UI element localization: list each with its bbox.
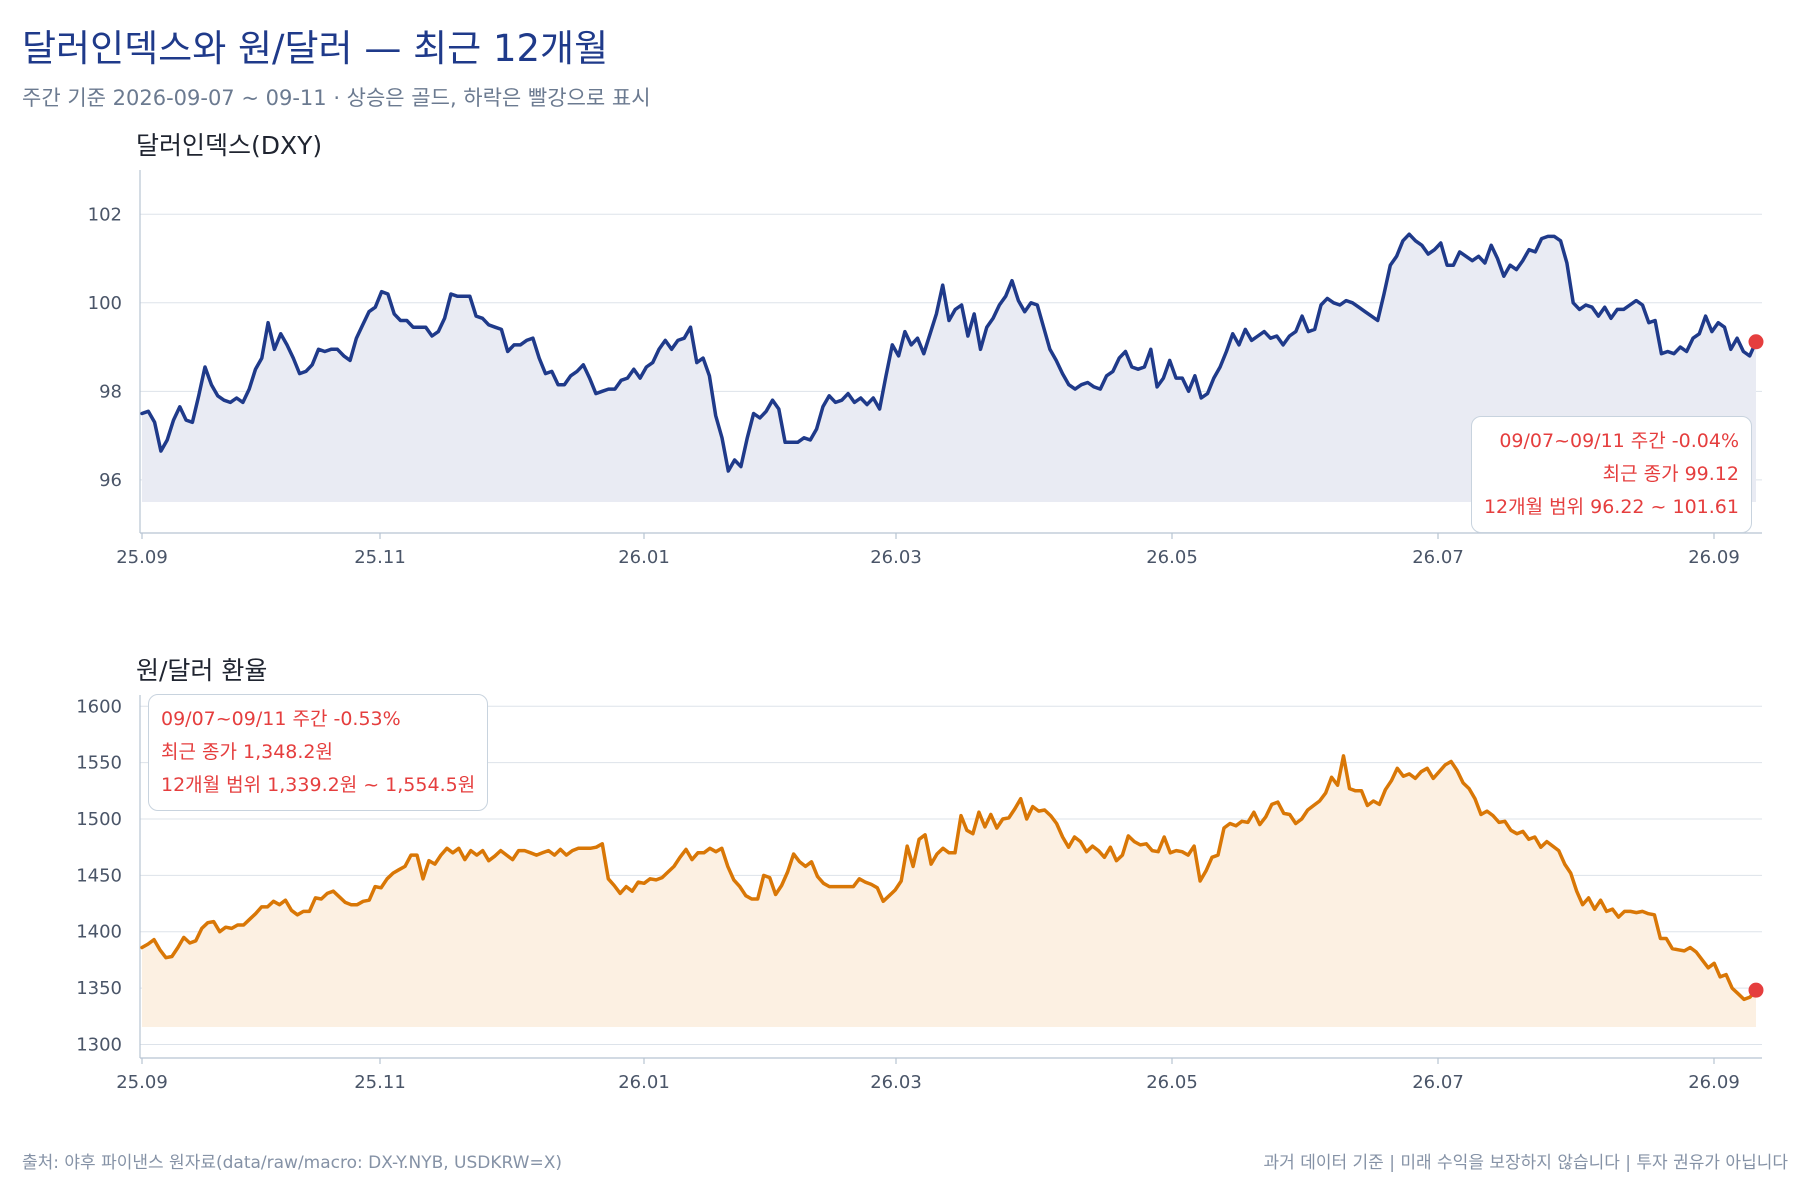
dxy-x-tick-label: 26.03 (870, 547, 922, 568)
dxy-x-tick-label: 25.09 (116, 547, 168, 568)
dxy-annotation-range: 12개월 범위 96.22 ~ 101.61 (1483, 496, 1739, 518)
dxy-annotation-weekly: 09/07~09/11 주간 -0.04% (1499, 430, 1739, 452)
dxy-annotation-box: 09/07~09/11 주간 -0.04% 최근 종가 99.12 12개월 범… (1470, 416, 1752, 533)
krw-series-line (140, 754, 1758, 1002)
krw-x-tick-label: 26.07 (1412, 1072, 1464, 1093)
dxy-y-tick-label: 96 (99, 470, 122, 491)
page-title: 달러인덱스와 원/달러 — 최근 12개월 (22, 27, 609, 70)
dxy-y-tick-label: 98 (99, 381, 122, 402)
krw-annotation-close: 최근 종가 1,348.2원 (161, 741, 334, 763)
dxy-x-tick-label: 26.09 (1688, 547, 1740, 568)
dxy-y-tick-label: 100 (88, 293, 122, 314)
krw-y-tick-label: 1550 (76, 753, 122, 774)
dxy-x-tick-label: 26.07 (1412, 547, 1464, 568)
krw-y-tick-label: 1350 (76, 978, 122, 999)
dxy-area-fill (142, 234, 1756, 502)
krw-y-tick-label: 1300 (76, 1034, 122, 1055)
krw-x-tick-label: 25.09 (116, 1072, 168, 1093)
footer-disclaimer: 과거 데이터 기준 | 미래 수익을 보장하지 않습니다 | 투자 권유가 아닙… (1263, 1153, 1788, 1173)
krw-y-tick-label: 1500 (76, 809, 122, 830)
krw-area-fill (142, 755, 1756, 1027)
krw-x-tick-label: 26.01 (618, 1072, 670, 1093)
krw-x-tick-label: 25.11 (354, 1072, 406, 1093)
dxy-last-point-marker (1748, 334, 1764, 350)
krw-x-tick-label: 26.05 (1146, 1072, 1198, 1093)
footer-source: 출처: 야후 파이낸스 원자료(data/raw/macro: DX-Y.NYB… (22, 1153, 562, 1173)
krw-x-tick-label: 26.03 (870, 1072, 922, 1093)
dxy-y-tick-label: 102 (88, 204, 122, 225)
krw-annotation-range: 12개월 범위 1,339.2원 ~ 1,554.5원 (161, 774, 476, 796)
dxy-annotation-close: 최근 종가 99.12 (1602, 463, 1739, 485)
dxy-x-tick-label: 25.11 (354, 547, 406, 568)
krw-y-tick-label: 1600 (76, 696, 122, 717)
krw-panel-title: 원/달러 환율 (136, 656, 268, 685)
krw-last-point-marker (1748, 982, 1764, 998)
dxy-x-tick-label: 26.05 (1146, 547, 1198, 568)
dxy-series-line (140, 232, 1758, 473)
dxy-x-tick-label: 26.01 (618, 547, 670, 568)
krw-y-tick-label: 1400 (76, 922, 122, 943)
page-subtitle: 주간 기준 2026-09-07 ~ 09-11 · 상승은 골드, 하락은 빨… (22, 86, 651, 110)
krw-annotation-weekly: 09/07~09/11 주간 -0.53% (161, 708, 401, 730)
krw-y-tick-label: 1450 (76, 865, 122, 886)
krw-annotation-box: 09/07~09/11 주간 -0.53% 최근 종가 1,348.2원 12개… (148, 694, 489, 811)
dxy-panel-title: 달러인덱스(DXY) (136, 131, 323, 160)
krw-x-tick-label: 26.09 (1688, 1072, 1740, 1093)
